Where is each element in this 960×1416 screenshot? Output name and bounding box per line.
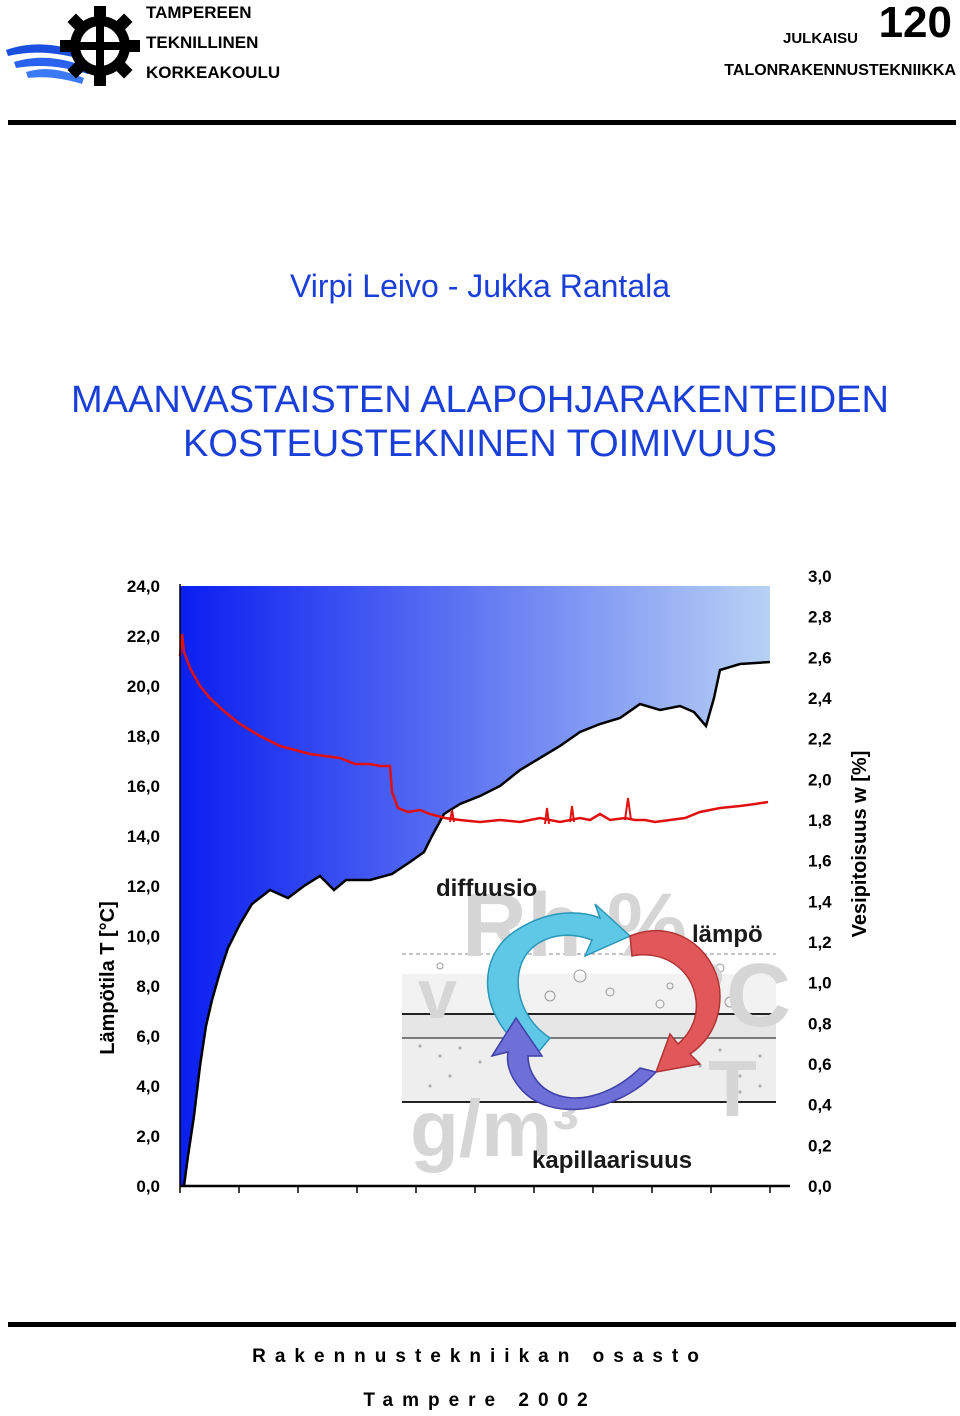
- left-tick-label: 6,0: [136, 1027, 160, 1046]
- authors: Virpi Leivo - Jukka Rantala: [289, 268, 671, 304]
- capillary-label: kapillaarisuus: [532, 1147, 692, 1174]
- university-logo: [4, 4, 144, 88]
- watermark-v: v: [418, 955, 457, 1033]
- right-axis-ticks: 0,0 0,2 0,4 0,6 0,8 1,0 1,2 1,4 1,6 1,8 2,0 2,2 2,4 2…: [808, 567, 832, 1196]
- right-tick-label: 0,4: [808, 1096, 832, 1115]
- series-number: 120: [878, 0, 952, 47]
- left-tick-label: 4,0: [136, 1077, 160, 1096]
- moisture-curve: [182, 660, 771, 1187]
- left-axis-ticks: 0,0 2,0 4,0 6,0 8,0 10,0 12,0 14,0 16,0 18,0 20,0 2…: [127, 577, 160, 1196]
- diffusion-label: diffuusio: [436, 875, 537, 902]
- title-line-1: MAANVASTAISTEN ALAPOHJARAKENTEIDEN: [71, 379, 889, 421]
- right-tick-label: 2,6: [808, 648, 832, 667]
- footer-divider: [8, 1322, 956, 1327]
- title-line-2: KOSTEUSTEKNINEN TOIMIVUUS: [182, 423, 778, 465]
- left-tick-label: 10,0: [127, 927, 160, 946]
- x-axis-ticks: [179, 1186, 771, 1193]
- place-and-year: Tampere 2002: [363, 1390, 597, 1411]
- left-tick-label: 22,0: [127, 627, 160, 646]
- left-tick-label: 12,0: [127, 877, 160, 896]
- university-name-line-3: KORKEAKOULU: [146, 63, 281, 82]
- right-tick-label: 0,8: [808, 1014, 832, 1033]
- header-divider: [8, 120, 956, 125]
- right-tick-label: 1,2: [808, 933, 832, 952]
- right-tick-label: 1,0: [808, 974, 832, 993]
- capillary-arrow: [490, 1016, 658, 1111]
- right-tick-label: 1,4: [808, 892, 832, 911]
- right-tick-label: 2,2: [808, 730, 832, 749]
- left-tick-label: 0,0: [136, 1177, 160, 1196]
- right-tick-label: 1,8: [808, 811, 832, 830]
- heat-arrow: [629, 930, 721, 1073]
- moisture-area: [180, 586, 770, 1186]
- right-tick-label: 0,0: [808, 1177, 832, 1196]
- right-tick-label: 2,0: [808, 770, 832, 789]
- left-axis-title: Lämpötila T [°C]: [97, 901, 119, 1055]
- right-tick-label: 3,0: [808, 567, 832, 586]
- right-tick-label: 1,6: [808, 852, 832, 871]
- right-tick-label: 2,4: [808, 689, 832, 708]
- diffusion-arrow: [486, 903, 632, 1057]
- watermark-t: T: [708, 1044, 757, 1133]
- right-tick-label: 0,6: [808, 1055, 832, 1074]
- department-name: Rakennustekniikan osasto: [252, 1346, 708, 1367]
- cover-figure: Rh % v °C g/m³ T diffuusio lämpö kapilla…: [80, 556, 910, 1206]
- subject-heading: TALONRAKENNUSTEKNIIKKA: [724, 62, 956, 79]
- left-tick-label: 14,0: [127, 827, 160, 846]
- left-tick-label: 2,0: [136, 1127, 160, 1146]
- left-tick-label: 16,0: [127, 777, 160, 796]
- left-tick-label: 18,0: [127, 727, 160, 746]
- temperature-curve: [178, 633, 769, 824]
- series-label: JULKAISU: [782, 30, 858, 47]
- left-tick-label: 8,0: [136, 977, 160, 996]
- right-axis-title: Vesipitoisuus w [%]: [849, 751, 871, 938]
- university-name-line-1: TAMPEREEN: [146, 3, 252, 22]
- temperature-spikes: [449, 797, 632, 825]
- heat-label: lämpö: [692, 921, 763, 948]
- right-tick-label: 2,8: [808, 608, 832, 627]
- university-name-line-2: TEKNILLINEN: [146, 33, 259, 52]
- publication-title: MAANVASTAISTEN ALAPOHJARAKENTEIDEN KOSTE…: [0, 378, 960, 466]
- left-tick-label: 24,0: [127, 577, 160, 596]
- left-tick-label: 20,0: [127, 677, 160, 696]
- right-tick-label: 0,2: [808, 1136, 832, 1155]
